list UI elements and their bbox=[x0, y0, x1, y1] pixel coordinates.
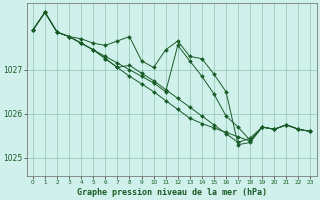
X-axis label: Graphe pression niveau de la mer (hPa): Graphe pression niveau de la mer (hPa) bbox=[77, 188, 267, 197]
